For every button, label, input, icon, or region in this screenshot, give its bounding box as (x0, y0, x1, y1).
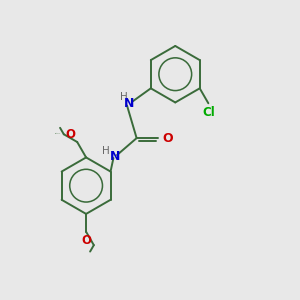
Text: methoxy: methoxy (55, 133, 61, 134)
Text: O: O (81, 233, 91, 247)
Text: O: O (163, 132, 173, 145)
Text: N: N (124, 97, 135, 110)
Text: O: O (65, 128, 75, 141)
Text: Cl: Cl (202, 106, 215, 118)
Text: N: N (110, 150, 120, 163)
Text: H: H (120, 92, 128, 102)
Text: H: H (102, 146, 110, 156)
